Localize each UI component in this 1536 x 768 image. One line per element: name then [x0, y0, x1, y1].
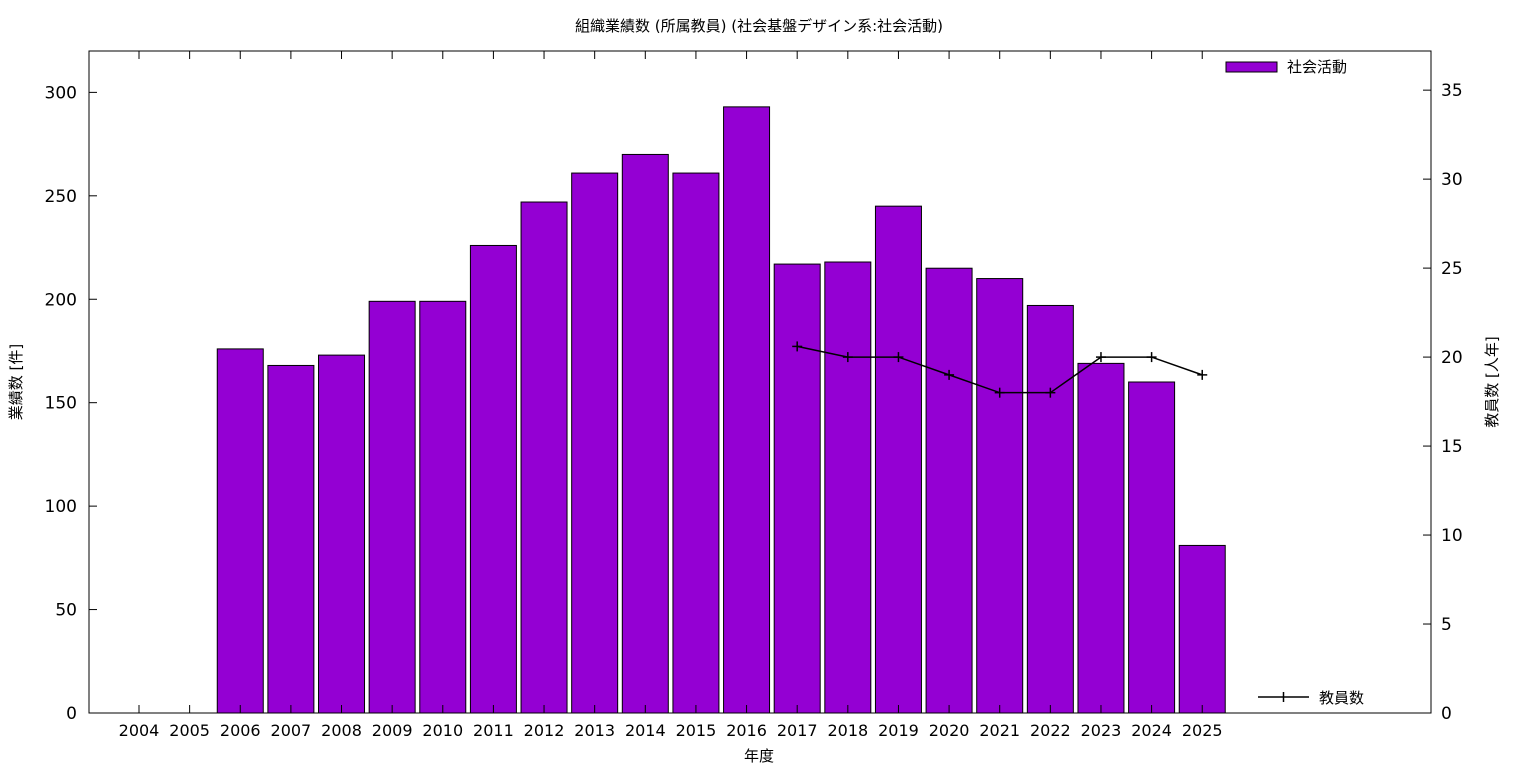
y2-tick-label: 20	[1441, 348, 1463, 368]
x-tick-label: 2023	[1081, 721, 1122, 740]
x-tick-label: 2024	[1131, 721, 1172, 740]
bar-2009	[368, 300, 416, 714]
line-point-2022	[1045, 387, 1056, 398]
x-tick-label: 2004	[119, 721, 160, 740]
y-tick-label: 150	[45, 394, 77, 414]
bar-2020	[925, 267, 973, 714]
chart-title: 組織業績数 (所属教員) (社会基盤デザイン系:社会活動)	[575, 17, 943, 35]
x-tick-label: 2020	[929, 721, 970, 740]
y2-tick-label: 10	[1441, 526, 1463, 546]
bars-group	[216, 106, 1226, 714]
bar-2012	[520, 201, 568, 714]
bar-2010	[419, 300, 467, 714]
legend-line: 教員数	[1258, 689, 1364, 707]
line-point-2019	[893, 352, 904, 363]
bar-2006	[216, 348, 264, 714]
line-group	[792, 341, 1208, 398]
line-point-2025	[1197, 369, 1208, 380]
y2-axis-label: 教員数 [人年]	[1483, 336, 1501, 427]
x-tick-label: 2010	[422, 721, 463, 740]
bar-2013	[571, 172, 619, 714]
y-tick-label: 300	[45, 83, 77, 103]
legend-bar: 社会活動	[1225, 58, 1347, 76]
y2-tick-label: 5	[1441, 615, 1452, 635]
x-tick-label: 2009	[372, 721, 413, 740]
x-tick-label: 2018	[827, 721, 868, 740]
line-point-2020	[944, 369, 955, 380]
legend-line-label: 教員数	[1319, 689, 1364, 707]
x-tick-label: 2011	[473, 721, 514, 740]
x-tick-label: 2012	[524, 721, 565, 740]
line-point-2017	[792, 341, 803, 352]
line-point-2018	[842, 352, 853, 363]
x-tick-label: 2005	[169, 721, 210, 740]
bar-2025	[1178, 544, 1226, 714]
x-tick-label: 2025	[1182, 721, 1223, 740]
x-tick-label: 2014	[625, 721, 666, 740]
y-tick-label: 250	[45, 187, 77, 207]
x-tick-label: 2015	[676, 721, 717, 740]
y-axis-label: 業績数 [件]	[7, 344, 25, 420]
x-tick-label: 2007	[271, 721, 312, 740]
y-tick-label: 100	[45, 497, 77, 517]
x-tick-label: 2006	[220, 721, 261, 740]
x-tick-label: 2017	[777, 721, 818, 740]
x-tick-label: 2013	[574, 721, 615, 740]
y2-tick-label: 35	[1441, 81, 1463, 101]
line-point-2021	[994, 387, 1005, 398]
bar-2011	[469, 244, 517, 714]
x-tick-label: 2021	[979, 721, 1020, 740]
y2-tick-label: 0	[1441, 704, 1452, 724]
plot-frame	[88, 50, 1432, 714]
bar-2022	[1026, 304, 1074, 714]
bar-2021	[976, 278, 1024, 714]
x-tick-label: 2016	[726, 721, 767, 740]
y-tick-label: 200	[45, 290, 77, 310]
bar-2015	[672, 172, 720, 714]
y2-tick-label: 15	[1441, 437, 1463, 457]
x-tick-label: 2008	[321, 721, 362, 740]
bar-2017	[773, 263, 821, 714]
line-point-2023	[1095, 352, 1106, 363]
bar-2016	[723, 106, 771, 714]
y-tick-label: 50	[55, 601, 77, 621]
bar-2019	[874, 205, 922, 714]
y2-tick-label: 30	[1441, 170, 1463, 190]
y2-tick-label: 25	[1441, 259, 1463, 279]
x-tick-label: 2019	[878, 721, 919, 740]
x-axis-label: 年度	[744, 747, 774, 765]
legend-bar-swatch	[1225, 61, 1278, 73]
line-point-2024	[1146, 352, 1157, 363]
bar-2007	[267, 364, 315, 714]
bar-2014	[621, 153, 669, 714]
bar-2023	[1077, 362, 1125, 714]
bar-2024	[1128, 381, 1176, 714]
bar-2018	[824, 261, 872, 714]
y-tick-label: 0	[66, 704, 77, 724]
x-tick-label: 2022	[1030, 721, 1071, 740]
legend-bar-label: 社会活動	[1287, 58, 1347, 76]
bar-2008	[318, 354, 366, 714]
